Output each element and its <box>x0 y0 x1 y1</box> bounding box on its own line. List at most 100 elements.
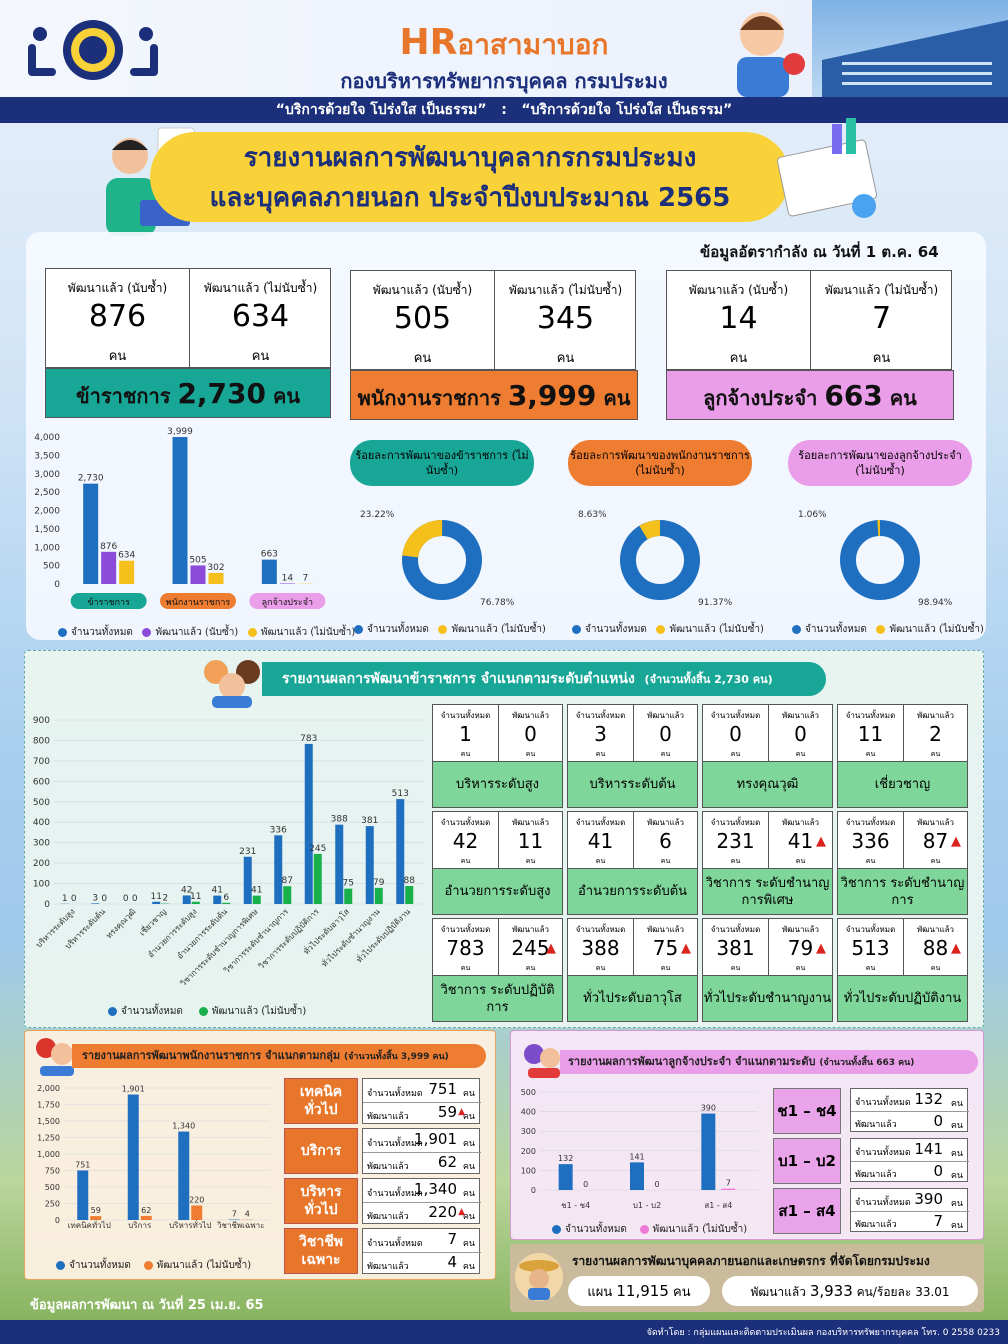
gov-row-value: 4 <box>447 1253 457 1271</box>
perm-group-label: ช1 – ช4 <box>773 1088 841 1134</box>
bar <box>191 1205 203 1220</box>
y-tick-label: 0 <box>54 580 60 590</box>
level-label: เชี่ยวชาญ <box>837 761 968 808</box>
level-value: 11 <box>517 829 544 853</box>
x-tick-label: วิชาชีพเฉพาะ <box>217 1221 265 1230</box>
level-value: 0 <box>524 722 537 746</box>
donut-title-0: ร้อยละการพัฒนาของข้าราชการ (ไม่นับซ้ำ) <box>350 440 534 486</box>
bar <box>77 1170 89 1220</box>
level-unit: คน <box>930 857 941 865</box>
data-label: 0 <box>654 1180 659 1189</box>
card-value: 7 <box>871 301 892 336</box>
level-header: พัฒนาแล้ว <box>511 711 549 720</box>
bar <box>313 853 322 904</box>
level-value: 231 <box>716 829 755 853</box>
data-label: 0 <box>71 894 77 904</box>
level-box: จำนวนทั้งหมด 381 คน พัฒนาแล้ว 79 คน ▲ ทั่วไประด… <box>702 918 833 1022</box>
data-label: 2,730 <box>78 474 104 484</box>
gov-bar-chart: 0 250 500 750 1,000 1,250 1,500 1,750 2,000 751 59… <box>37 1084 270 1230</box>
data-label: 6 <box>223 893 229 903</box>
summary-card-2: พัฒนาแล้ว (นับซ้ำ) 14 คน พัฒนาแล้ว (ไม่นับซ… <box>666 270 952 371</box>
y-tick-label: 2,000 <box>34 507 60 517</box>
gov-group-box: จำนวนทั้งหมด 751 คน พัฒนาแล้ว 59 คน ▲ <box>362 1078 481 1124</box>
level-unit: คน <box>460 857 471 865</box>
civil-section-title: รายงานผลการพัฒนาข้าราชการ จำแนกตามระดับต… <box>262 662 826 696</box>
donut-chart-0 <box>402 520 483 600</box>
y-tick-label: 0 <box>531 1186 536 1195</box>
footer-credit: จัดทำโดย : กลุ่มแผนและติดตามประเมินผล กอ… <box>646 1328 1000 1338</box>
y-tick-label: 900 <box>33 716 50 726</box>
donut-chart-2 <box>840 520 920 600</box>
data-label: 7 <box>302 574 308 584</box>
level-box: จำนวนทั้งหมด 783 คน พัฒนาแล้ว 245 คน ▲ วิชาการ … <box>432 918 563 1022</box>
data-label: 87 <box>282 876 293 886</box>
x-tick-label: ทรงคุณวุฒิ <box>104 907 137 940</box>
gov-row-value: 7 <box>447 1230 457 1248</box>
level-unit: คน <box>730 750 741 758</box>
level-header: จำนวนทั้งหมด <box>575 925 626 934</box>
y-tick-label: 250 <box>45 1200 60 1209</box>
y-tick-label: 200 <box>33 859 50 869</box>
bar <box>279 583 295 584</box>
perm-group-box: จำนวนทั้งหมด 132 คน พัฒนาแล้ว 0 คน <box>850 1088 969 1132</box>
civil-chart-legend: จำนวนทั้งหมด พัฒนาแล้ว (ไม่นับซ้ำ) <box>108 1004 306 1019</box>
level-unit: คน <box>660 964 671 972</box>
gov-row-label: พัฒนาแล้ว <box>367 1212 409 1222</box>
level-label: วิชาการ ระดับชำนาญการ <box>837 868 968 915</box>
level-value: 0 <box>729 722 742 746</box>
level-unit: คน <box>865 857 876 865</box>
perm-row-value: 132 <box>914 1090 943 1108</box>
level-unit: คน <box>660 750 671 758</box>
donut-slice-developed <box>620 520 700 600</box>
level-box: จำนวนทั้งหมด 388 คน พัฒนาแล้ว 75 คน ▲ ทั่วไประด… <box>567 918 698 1022</box>
level-unit: คน <box>795 857 806 865</box>
donut-dev-pct: 1.06% <box>798 510 827 520</box>
level-label: อำนวยการระดับสูง <box>432 868 563 915</box>
data-label: 3,999 <box>167 427 193 437</box>
data-label: 88 <box>404 876 416 886</box>
y-tick-label: 4,000 <box>34 433 60 443</box>
level-value: 513 <box>851 936 890 960</box>
level-unit: คน <box>660 857 671 865</box>
perm-row-value: 7 <box>933 1212 943 1230</box>
perm-row-unit: คน <box>950 1199 963 1209</box>
card-header: พัฒนาแล้ว (นับซ้ำ) <box>688 283 789 297</box>
bar <box>178 1131 190 1220</box>
perm-row-unit: คน <box>950 1221 963 1231</box>
card-unit: คน <box>556 351 575 366</box>
data-label: 876 <box>100 542 117 552</box>
perm-group-box: จำนวนทั้งหมด 390 คน พัฒนาแล้ว 7 คน <box>850 1188 969 1232</box>
level-value: 336 <box>851 829 890 853</box>
header-subtitle: กองบริหารทรัพยากรบุคคล กรมประมง <box>340 69 668 93</box>
data-label: 513 <box>392 789 409 799</box>
bar <box>243 856 252 904</box>
data-label: 220 <box>189 1195 204 1204</box>
y-tick-label: 0 <box>55 1216 60 1225</box>
level-box: จำนวนทั้งหมด 1 คน พัฒนาแล้ว 0 คน บริหารระดับสู… <box>432 704 563 808</box>
up-arrow-icon: ▲ <box>816 941 826 956</box>
perm-row-label: จำนวนทั้งหมด <box>855 1148 911 1158</box>
summary-strip-2: ลูกจ้างประจำ 663 คน <box>666 370 954 420</box>
level-unit: คน <box>930 750 941 758</box>
bar <box>374 887 383 904</box>
level-unit: คน <box>930 964 941 972</box>
data-label: 783 <box>300 734 317 744</box>
up-arrow-icon: ▲ <box>951 941 961 956</box>
team-icon <box>198 652 268 708</box>
data-label: 11 <box>151 892 162 902</box>
mascot-icon <box>722 2 812 97</box>
level-value: 381 <box>716 936 755 960</box>
gov-group-label: วิชาชีพ เฉพาะ <box>284 1228 358 1274</box>
main-chart-legend: จำนวนทั้งหมด พัฒนาแล้ว (นับซ้ำ) พัฒนาแล้… <box>58 625 355 640</box>
bar <box>558 1164 573 1190</box>
x-tick-label: บริการ <box>128 1221 152 1230</box>
y-tick-label: 1,500 <box>37 1117 60 1126</box>
level-value: 75 <box>652 936 679 960</box>
y-tick-label: 500 <box>33 798 50 808</box>
card-value: 634 <box>231 299 290 334</box>
perm-row-value: 390 <box>914 1190 943 1208</box>
level-box: จำนวนทั้งหมด 336 คน พัฒนาแล้ว 87 คน ▲ วิชาการ ร… <box>837 811 968 915</box>
x-tick-label: ส1 - ส4 <box>704 1201 732 1210</box>
y-tick-label: 3,500 <box>34 451 60 461</box>
level-value: 6 <box>659 829 672 853</box>
